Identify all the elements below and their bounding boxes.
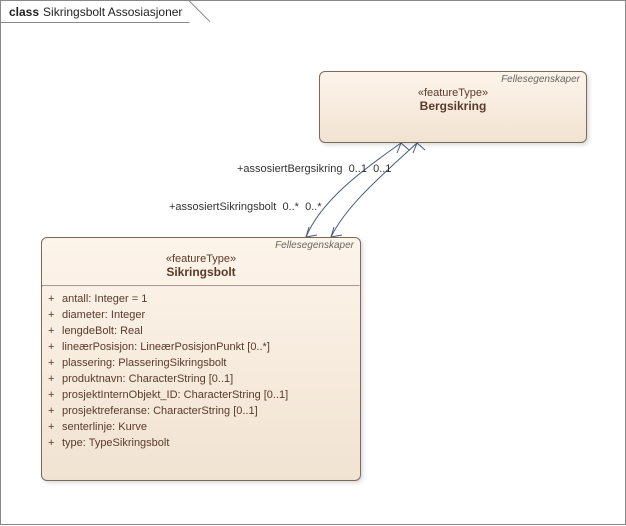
class-superlabel: Fellesegenskaper	[320, 72, 586, 85]
assoc-sikringsbolt-label: +assosiertSikringsbolt 0..* 0..*	[169, 201, 322, 213]
class-superlabel: Fellesegenskaper	[42, 238, 360, 251]
class-stereotype: «featureType»	[326, 87, 580, 99]
diagram-frame: class Sikringsbolt Assosiasjoner +assosi…	[0, 0, 626, 525]
class-name: Bergsikring	[326, 99, 580, 113]
assoc-bergsikring-label: +assosiertBergsikring 0..1 0..1	[237, 163, 391, 175]
class-sikringsbolt: Fellesegenskaper «featureType» Sikringsb…	[41, 237, 361, 481]
class-attribute: +senterlinje: Kurve	[48, 419, 354, 435]
frame-keyword: class	[9, 5, 39, 19]
class-attribute: +plassering: PlasseringSikringsbolt	[48, 355, 354, 371]
class-name: Sikringsbolt	[48, 265, 354, 279]
class-attributes: +antall: Integer = 1+diameter: Integer+l…	[42, 287, 360, 455]
class-attribute: +prosjektInternObjekt_ID: CharacterStrin…	[48, 387, 354, 403]
class-attribute: +prosjektreferanse: CharacterString [0..…	[48, 403, 354, 419]
class-stereotype: «featureType»	[48, 253, 354, 265]
frame-tab: class Sikringsbolt Assosiasjoner	[1, 1, 212, 23]
class-attribute: +produktnavn: CharacterString [0..1]	[48, 371, 354, 387]
class-attribute: +type: TypeSikringsbolt	[48, 435, 354, 451]
class-attribute: +antall: Integer = 1	[48, 291, 354, 307]
class-attribute: +lineærPosisjon: LineærPosisjonPunkt [0.…	[48, 339, 354, 355]
class-attribute: +lengdeBolt: Real	[48, 323, 354, 339]
class-bergsikring: Fellesegenskaper «featureType» Bergsikri…	[319, 71, 587, 143]
class-attribute: +diameter: Integer	[48, 307, 354, 323]
frame-title: Sikringsbolt Assosiasjoner	[43, 5, 182, 19]
